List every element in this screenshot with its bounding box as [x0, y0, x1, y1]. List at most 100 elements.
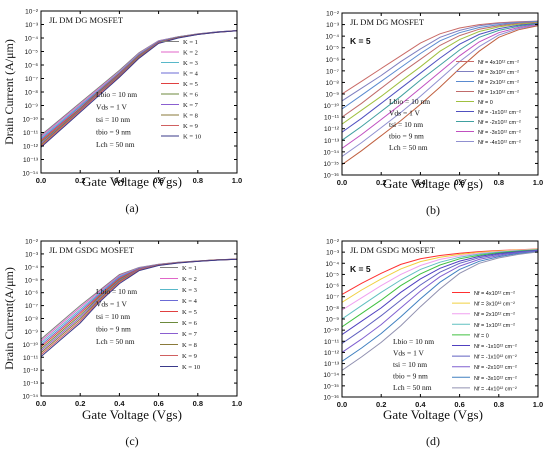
legend-label: K = 5 [183, 81, 198, 88]
legend-label: K = 9 [183, 123, 198, 130]
x-tick-label: 0.8 [494, 400, 504, 409]
y-tick-label: 10⁻⁴ [25, 264, 39, 271]
y-tick-label: 10⁻⁴ [326, 261, 340, 268]
legend-label: Nf = -3x10¹² cm⁻² [478, 130, 521, 136]
x-tick-label: 1.0 [533, 400, 543, 409]
x-tick-label: 0.8 [494, 178, 504, 187]
x-tick-label: 0.6 [153, 399, 163, 408]
legend-label: Nf = 0 [478, 100, 493, 106]
legend-label: K = 3 [183, 60, 198, 67]
device-param: tbio = 9 nm [96, 325, 131, 334]
y-tick-label: 10⁻³ [326, 22, 340, 29]
device-param: Vds = 1 V [389, 109, 421, 118]
x-tick-label: 1.0 [232, 176, 242, 185]
y-tick-label: 10⁻¹³ [23, 157, 39, 164]
chart-title: JL DM GSDG MOSFET [49, 245, 135, 255]
series-line-9 [342, 24, 538, 157]
y-tick-label: 10⁻² [25, 9, 39, 16]
y-tick-label: 10⁻¹¹ [324, 115, 340, 122]
y-tick-label: 10⁻¹² [324, 126, 340, 133]
legend-label: K = 10 [182, 364, 200, 371]
series-line-3 [41, 30, 237, 139]
y-tick-label: 10⁻⁷ [25, 303, 39, 310]
y-tick-label: 10⁻⁵ [25, 277, 39, 284]
y-tick-label: 10⁻¹² [23, 144, 39, 151]
series-line-6 [342, 22, 538, 133]
legend-label: Nf = -1x10¹² cm⁻² [474, 355, 517, 361]
y-tick-label: 10⁻¹⁵ [323, 161, 339, 168]
series-line-2 [342, 20, 538, 102]
x-tick-label: 0.4 [415, 178, 426, 187]
legend-label: K = 9 [182, 353, 197, 360]
series-line-6 [41, 258, 237, 350]
y-tick-label: 10⁻⁹ [25, 103, 39, 110]
y-tick-label: 10⁻⁸ [25, 316, 39, 323]
plot-frame [40, 10, 238, 174]
y-tick-label: 10⁻¹⁵ [323, 383, 339, 390]
x-tick-label: 0.6 [454, 400, 464, 409]
y-tick-label: 10⁻² [326, 11, 340, 18]
device-param: tsi = 10 nm [96, 115, 130, 124]
series-line-6 [342, 249, 538, 336]
y-tick-label: 10⁻² [326, 239, 340, 246]
chart-subtitle: K = 5 [350, 36, 371, 46]
y-tick-label: 10⁻² [25, 239, 39, 246]
y-tick-label: 10⁻¹⁶ [323, 395, 339, 402]
chart-title: JL DM DG MOSFET [350, 17, 425, 27]
panel-label: (c) [125, 434, 138, 448]
legend-label: Nf = 1x10¹² cm⁻² [474, 323, 515, 329]
y-tick-label: 10⁻⁹ [326, 317, 340, 324]
legend-label: Nf = -2x10¹² cm⁻² [474, 365, 517, 371]
series-line-7 [342, 23, 538, 141]
y-tick-label: 10⁻⁷ [25, 76, 39, 83]
legend-label: K = 3 [182, 287, 197, 294]
series-line-5 [342, 249, 538, 328]
legend-label: K = 10 [183, 134, 201, 141]
chart-panel-a: 0.0 0.2 0.4 0.6 0.8 1.0 10⁻¹⁴ 10⁻¹³ 10⁻¹² 10⁻¹¹ 10… [2, 9, 242, 216]
y-tick-label: 10⁻¹⁰ [324, 328, 340, 335]
device-param: Vds = 1 V [393, 349, 425, 358]
series-line-9 [342, 251, 538, 362]
x-tick-label: 1.0 [533, 178, 543, 187]
x-tick-label: 0.2 [75, 176, 85, 185]
legend-label: K = 1 [182, 265, 197, 272]
device-param: Vds = 1 V [96, 300, 128, 309]
x-tick-label: 0.0 [36, 399, 46, 408]
legend-label: K = 2 [182, 276, 197, 283]
x-axis-label: Gate Voltage (Vgs) [383, 407, 483, 422]
series-line-10 [41, 30, 237, 148]
plot-frame [341, 240, 539, 398]
y-tick-label: 10⁻¹³ [324, 138, 340, 145]
legend-label: K = 5 [182, 309, 197, 316]
legend-label: K = 6 [183, 92, 199, 99]
legend-label: Nf = 0 [474, 333, 489, 339]
panel-label: (d) [426, 434, 440, 448]
x-tick-label: 0.4 [114, 176, 125, 185]
y-tick-label: 10⁻¹⁴ [22, 394, 38, 401]
y-tick-label: 10⁻⁶ [25, 290, 39, 297]
x-tick-label: 0.4 [114, 399, 125, 408]
y-tick-label: 10⁻⁴ [326, 34, 340, 41]
device-param: tbio = 9 nm [389, 132, 424, 141]
legend-label: K = 1 [183, 39, 198, 46]
y-tick-label: 10⁻¹³ [23, 381, 39, 388]
device-param: Lch = 50 nm [393, 383, 432, 392]
legend-label: Nf = -1x10¹² cm⁻² [478, 110, 521, 116]
legend-label: Nf = 1x10¹² cm⁻² [478, 90, 519, 96]
y-tick-label: 10⁻¹⁶ [323, 173, 339, 180]
device-param: Lch = 50 nm [389, 143, 428, 152]
series-line-7 [342, 250, 538, 344]
legend-label: K = 4 [183, 71, 199, 78]
legend-label: Nf = -1x10¹² cm⁻² [474, 344, 517, 350]
y-tick-label: 10⁻¹⁴ [22, 171, 38, 178]
y-tick-label: 10⁻⁷ [326, 294, 340, 301]
y-tick-label: 10⁻¹² [324, 350, 340, 357]
x-tick-label: 0.2 [376, 178, 386, 187]
legend-label: Nf = 4x10¹² cm⁻² [478, 60, 519, 66]
x-tick-label: 0.2 [75, 399, 85, 408]
series-line-4 [342, 21, 538, 118]
series-line-8 [41, 30, 237, 146]
device-param: Lbio = 10 nm [389, 97, 430, 106]
device-param: tbio = 9 nm [393, 372, 428, 381]
y-axis-label: Drain Current(A/μm) [2, 267, 16, 370]
